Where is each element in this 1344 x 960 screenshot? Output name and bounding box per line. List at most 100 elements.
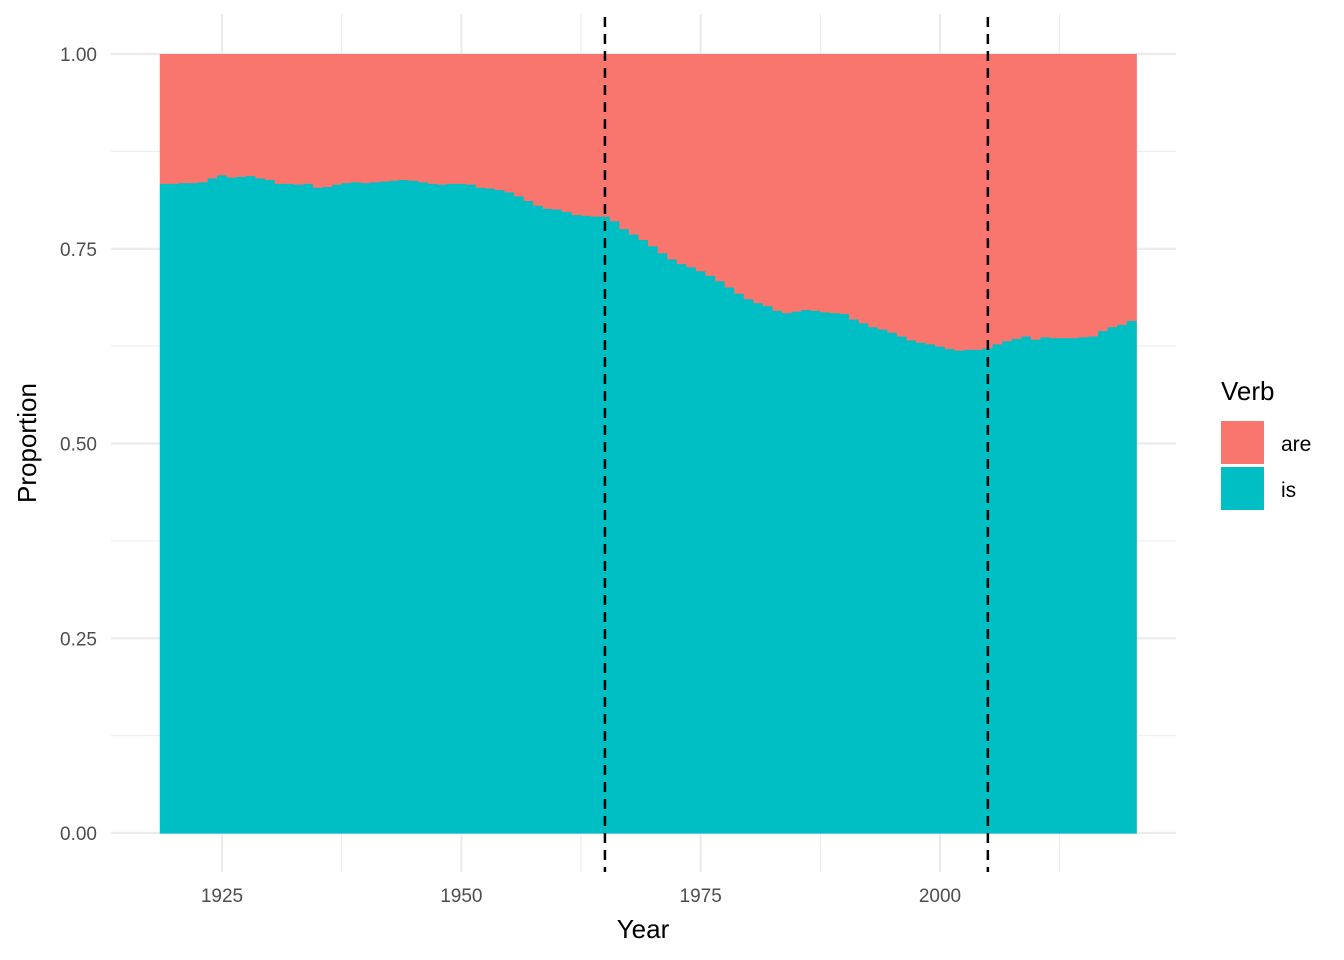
bar-are — [552, 54, 563, 210]
bar-are — [408, 54, 419, 181]
bar-are — [542, 54, 553, 209]
bar-is — [734, 293, 745, 834]
bar-is — [877, 328, 888, 834]
bar-is — [648, 245, 659, 834]
bar-are — [1117, 54, 1128, 325]
bar-are — [1002, 54, 1013, 342]
bar-is — [475, 187, 486, 834]
bar-is — [906, 339, 917, 834]
bar-is — [600, 216, 611, 834]
bar-is — [561, 211, 573, 834]
bar-is — [849, 318, 860, 834]
bar-are — [676, 54, 687, 265]
bar-are — [418, 54, 429, 183]
stacked-bars — [159, 54, 1137, 834]
bar-is — [1126, 320, 1137, 834]
bar-is — [245, 175, 257, 834]
x-tick-label: 2000 — [919, 886, 961, 907]
bar-is — [753, 302, 764, 834]
bar-are — [475, 54, 486, 188]
bar-is — [801, 309, 812, 834]
bar-are — [561, 54, 573, 212]
bar-are — [1021, 54, 1032, 337]
bar-is — [609, 220, 620, 834]
legend-swatch-are — [1221, 421, 1264, 464]
bar-are — [724, 54, 735, 288]
bar-are — [341, 54, 352, 184]
bar-are — [963, 54, 975, 350]
bar-are — [1107, 54, 1118, 328]
bar-is — [542, 208, 553, 834]
bar-are — [1059, 54, 1070, 339]
bar-is — [657, 252, 668, 834]
bar-are — [303, 54, 314, 184]
bar-are — [935, 54, 946, 347]
bar-are — [858, 54, 869, 324]
bar-are — [523, 54, 534, 202]
bar-is — [485, 187, 496, 834]
bar-are — [590, 54, 601, 217]
bar-is — [829, 312, 841, 834]
bar-is — [523, 200, 534, 834]
bar-are — [169, 54, 180, 184]
bar-is — [494, 189, 506, 834]
bar-are — [743, 54, 754, 300]
bar-are — [312, 54, 324, 188]
bar-is — [858, 322, 869, 834]
bar-is — [1097, 330, 1109, 834]
bar-is — [954, 350, 965, 834]
bar-is — [810, 310, 821, 834]
bar-are — [245, 54, 257, 177]
bar-are — [791, 54, 802, 312]
bar-are — [255, 54, 266, 179]
bar-are — [868, 54, 879, 328]
bar-are — [916, 54, 927, 343]
bar-are — [705, 54, 716, 276]
bar-are — [983, 54, 994, 349]
bar-is — [868, 326, 879, 834]
x-axis-ticks: 1925 1950 1975 2000 — [201, 886, 961, 907]
bar-are — [772, 54, 783, 311]
bar-is — [408, 180, 419, 834]
bar-are — [973, 54, 984, 350]
bar-is — [571, 214, 582, 834]
bar-is — [935, 346, 946, 834]
bar-are — [849, 54, 860, 320]
y-tick-label: 0.75 — [60, 240, 97, 261]
bar-are — [1078, 54, 1089, 338]
bar-are — [226, 54, 237, 178]
bar-is — [1059, 337, 1070, 834]
bar-are — [351, 54, 362, 183]
bar-are — [188, 54, 199, 184]
bar-are — [1011, 54, 1022, 339]
x-tick-label: 1950 — [440, 886, 482, 907]
bar-is — [963, 349, 975, 834]
bar-are — [686, 54, 697, 268]
bar-is — [1107, 326, 1118, 834]
bar-are — [236, 54, 247, 177]
bar-is — [332, 184, 343, 834]
bar-are — [427, 54, 438, 184]
bar-is — [255, 177, 266, 834]
bar-are — [293, 54, 304, 185]
bar-are — [801, 54, 812, 311]
bar-is — [217, 174, 228, 834]
legend: Verb are is — [1221, 376, 1311, 510]
bar-is — [446, 183, 458, 834]
bar-are — [513, 54, 525, 197]
bar-are — [504, 54, 515, 193]
bar-are — [657, 54, 668, 254]
bar-are — [485, 54, 496, 189]
bar-is — [303, 183, 314, 834]
bar-is — [513, 195, 525, 834]
bar-is — [1069, 337, 1080, 834]
bar-is — [772, 310, 783, 834]
bar-are — [284, 54, 295, 184]
bar-is — [1078, 336, 1089, 834]
bar-are — [466, 54, 477, 185]
bar-is — [437, 184, 448, 834]
bar-is — [265, 179, 276, 834]
bar-are — [446, 54, 458, 184]
bar-are — [887, 54, 898, 333]
bar-is — [1088, 335, 1099, 834]
